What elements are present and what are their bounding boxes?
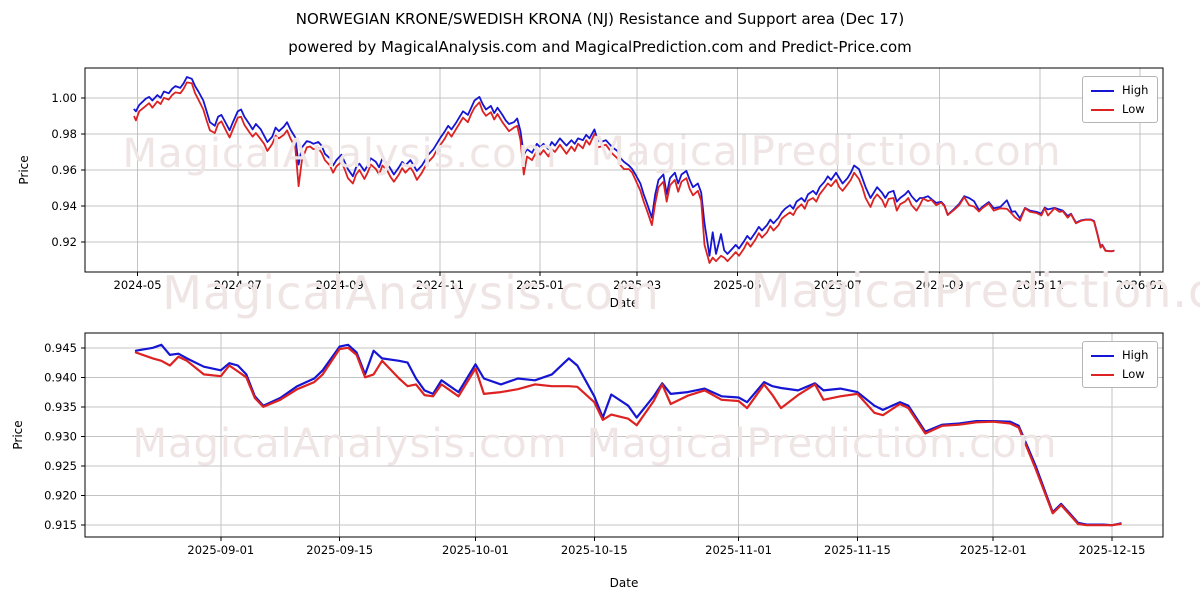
legend-label-high: High [1122, 348, 1149, 362]
x-tick-label: 2025-07 [814, 278, 862, 292]
y-tick-label: 1.00 [51, 91, 77, 105]
high-line-swatch [1091, 354, 1114, 357]
legend-item-low: Low [1083, 100, 1157, 119]
date-axis-label-zoom: Date [609, 576, 639, 590]
main-chart: 0.92 0.94 0.96 0.98 1.00 2024-05 2024-07 2024-0… [51, 67, 1164, 292]
x-tick-label: 2024-05 [114, 278, 162, 292]
y-tick-label: 0.96 [51, 163, 77, 177]
x-tick-label: 2025-11 [1016, 278, 1064, 292]
y-tick-label: 0.945 [44, 341, 77, 355]
x-tick-label: 2026-01 [1116, 278, 1164, 292]
legend-label-high: High [1122, 83, 1149, 97]
legend-label-low: Low [1122, 102, 1145, 116]
high-line [133, 76, 1115, 257]
legend-item-low: Low [1083, 365, 1157, 384]
date-axis-label-main: Date [609, 296, 639, 310]
x-tick-label: 2025-03 [613, 278, 661, 292]
y-tick-label: 0.915 [44, 518, 77, 532]
y-tick-label: 0.925 [44, 459, 77, 473]
plot-border [84, 332, 1164, 538]
x-tick-label: 2025-11-01 [705, 543, 772, 557]
low-line-swatch [1091, 108, 1114, 111]
x-tick-label: 2025-01 [516, 278, 564, 292]
x-tick-label: 2024-07 [214, 278, 262, 292]
y-tick-label: 0.94 [51, 199, 77, 213]
high-line [134, 343, 1122, 527]
high-line-swatch [1091, 89, 1114, 92]
x-tick-label: 2025-12-15 [1079, 543, 1146, 557]
y-tick-label: 0.92 [51, 235, 77, 249]
x-tick-label: 2025-09 [915, 278, 963, 292]
legend-zoom: High Low [1082, 341, 1158, 388]
y-tick-label: 0.98 [51, 127, 77, 141]
y-tick-label: 0.920 [44, 489, 77, 503]
low-line [133, 81, 1115, 264]
figure-subtitle: powered by MagicalAnalysis.com and Magic… [288, 38, 912, 56]
figure-title: NORWEGIAN KRONE/SWEDISH KRONA (NJ) Resis… [295, 10, 905, 28]
y-tick-label: 0.930 [44, 429, 77, 443]
x-tick-label: 2025-05 [713, 278, 761, 292]
legend-item-high: High [1083, 346, 1157, 365]
x-tick-label: 2025-09-15 [306, 543, 373, 557]
zoom-chart: 0.915 0.920 0.925 0.930 0.935 0.940 0.945 2025-… [44, 332, 1164, 557]
x-tick-label: 2024-11 [416, 278, 464, 292]
low-line-swatch [1091, 373, 1114, 376]
legend-label-low: Low [1122, 367, 1145, 381]
x-tick-label: 2025-09-01 [187, 543, 254, 557]
y-tick-label: 0.940 [44, 370, 77, 384]
x-tick-label: 2025-10-01 [442, 543, 509, 557]
x-tick-label: 2025-11-15 [824, 543, 891, 557]
legend-item-high: High [1083, 81, 1157, 100]
x-tick-label: 2025-10-15 [561, 543, 628, 557]
x-tick-label: 2025-12-01 [960, 543, 1027, 557]
low-line [134, 346, 1122, 527]
legend-main: High Low [1082, 76, 1158, 123]
y-tick-label: 0.935 [44, 400, 77, 414]
x-tick-label: 2024-09 [316, 278, 364, 292]
